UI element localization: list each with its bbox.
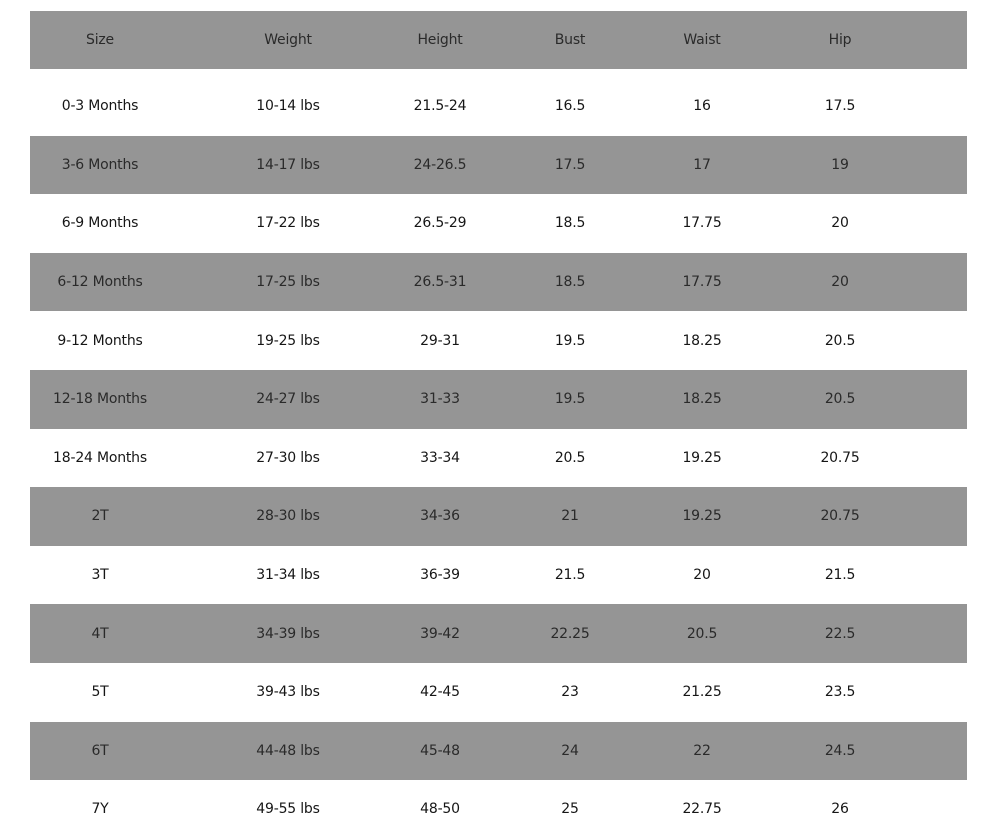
cell-bust: 18.5 bbox=[554, 274, 586, 291]
cell-bust: 22.25 bbox=[550, 625, 590, 642]
table-row: 6-9 Months 17-22 lbs 26.5-29 18.5 17.75 20 bbox=[30, 194, 967, 253]
cell-height: 24-26.5 bbox=[413, 156, 467, 173]
cell-weight: 10-14 lbs bbox=[256, 98, 320, 115]
cell-hip: 20.75 bbox=[820, 449, 860, 466]
cell-waist: 17 bbox=[693, 156, 711, 173]
cell-hip: 20.5 bbox=[824, 332, 856, 349]
table-row: 4T 34-39 lbs 39-42 22.25 20.5 22.5 bbox=[30, 604, 967, 663]
header-size: Size bbox=[86, 32, 114, 48]
header-weight: Weight bbox=[264, 32, 312, 48]
cell-height: 26.5-31 bbox=[413, 274, 467, 291]
table-row: 18-24 Months 27-30 lbs 33-34 20.5 19.25 20.75 bbox=[30, 429, 967, 488]
cell-weight: 17-25 lbs bbox=[256, 274, 320, 291]
cell-height: 21.5-24 bbox=[413, 98, 467, 115]
cell-weight: 14-17 lbs bbox=[256, 156, 320, 173]
cell-size: 3-6 Months bbox=[61, 156, 139, 173]
table-row: 5T 39-43 lbs 42-45 23 21.25 23.5 bbox=[30, 663, 967, 722]
cell-height: 42-45 bbox=[420, 684, 460, 701]
cell-weight: 24-27 lbs bbox=[256, 391, 320, 408]
cell-waist: 19.25 bbox=[682, 449, 722, 466]
cell-bust: 17.5 bbox=[554, 156, 586, 173]
cell-waist: 20.5 bbox=[686, 625, 718, 642]
cell-weight: 27-30 lbs bbox=[256, 449, 320, 466]
table-row: 12-18 Months 24-27 lbs 31-33 19.5 18.25 20.5 bbox=[30, 370, 967, 429]
cell-size: 3T bbox=[91, 567, 109, 584]
cell-size: 6-12 Months bbox=[57, 274, 143, 291]
cell-bust: 20.5 bbox=[554, 449, 586, 466]
cell-hip: 19 bbox=[831, 156, 849, 173]
cell-waist: 19.25 bbox=[682, 508, 722, 525]
cell-weight: 34-39 lbs bbox=[256, 625, 320, 642]
table-row: 6T 44-48 lbs 45-48 24 22 24.5 bbox=[30, 721, 967, 781]
header-height: Height bbox=[417, 32, 463, 48]
cell-bust: 16.5 bbox=[554, 98, 586, 115]
cell-bust: 23 bbox=[561, 684, 579, 701]
cell-height: 26.5-29 bbox=[413, 215, 467, 232]
cell-height: 33-34 bbox=[420, 449, 460, 466]
cell-weight: 19-25 lbs bbox=[256, 332, 320, 349]
cell-waist: 21.25 bbox=[682, 684, 722, 701]
cell-bust: 18.5 bbox=[554, 215, 586, 232]
cell-bust: 25 bbox=[561, 801, 579, 818]
cell-size: 6-9 Months bbox=[61, 215, 139, 232]
table-row: 3T 31-34 lbs 36-39 21.5 20 21.5 bbox=[30, 546, 967, 605]
cell-size: 9-12 Months bbox=[57, 332, 143, 349]
table-row: 2T 28-30 lbs 34-36 21 19.25 20.75 bbox=[30, 487, 967, 546]
table-row: 0-3 Months 10-14 lbs 21.5-24 16.5 16 17.5 bbox=[30, 77, 967, 136]
table-row: 3-6 Months 14-17 lbs 24-26.5 17.5 17 19 bbox=[30, 135, 967, 195]
cell-height: 36-39 bbox=[420, 567, 460, 584]
cell-hip: 17.5 bbox=[824, 98, 856, 115]
cell-size: 12-18 Months bbox=[53, 391, 147, 408]
cell-waist: 17.75 bbox=[682, 215, 722, 232]
cell-bust: 21 bbox=[561, 508, 579, 525]
cell-height: 48-50 bbox=[420, 801, 460, 818]
cell-hip: 20 bbox=[831, 274, 849, 291]
header-bust: Bust bbox=[554, 32, 586, 48]
cell-height: 34-36 bbox=[420, 508, 460, 525]
cell-size: 6T bbox=[91, 742, 109, 759]
cell-weight: 44-48 lbs bbox=[256, 742, 320, 759]
cell-size: 4T bbox=[91, 625, 109, 642]
cell-waist: 18.25 bbox=[682, 332, 722, 349]
cell-size: 7Y bbox=[91, 801, 109, 818]
cell-bust: 19.5 bbox=[554, 332, 586, 349]
cell-waist: 17.75 bbox=[682, 274, 722, 291]
cell-size: 5T bbox=[91, 684, 109, 701]
cell-waist: 22.75 bbox=[682, 801, 722, 818]
cell-waist: 22 bbox=[693, 742, 711, 759]
cell-bust: 24 bbox=[561, 742, 579, 759]
cell-bust: 19.5 bbox=[554, 391, 586, 408]
cell-weight: 17-22 lbs bbox=[256, 215, 320, 232]
table-header-row: Size Weight Height Bust Waist Hip bbox=[30, 11, 967, 69]
cell-height: 45-48 bbox=[420, 742, 460, 759]
cell-size: 0-3 Months bbox=[61, 98, 139, 115]
cell-waist: 18.25 bbox=[682, 391, 722, 408]
cell-waist: 20 bbox=[693, 567, 711, 584]
cell-height: 39-42 bbox=[420, 625, 460, 642]
cell-weight: 28-30 lbs bbox=[256, 508, 320, 525]
table-row: 9-12 Months 19-25 lbs 29-31 19.5 18.25 20.5 bbox=[30, 311, 967, 370]
cell-size: 18-24 Months bbox=[53, 449, 147, 466]
table-row: 6-12 Months 17-25 lbs 26.5-31 18.5 17.75 20 bbox=[30, 252, 967, 312]
cell-hip: 26 bbox=[831, 801, 849, 818]
cell-waist: 16 bbox=[693, 98, 711, 115]
cell-hip: 20.5 bbox=[824, 391, 856, 408]
cell-hip: 20.75 bbox=[820, 508, 860, 525]
cell-size: 2T bbox=[91, 508, 109, 525]
cell-hip: 21.5 bbox=[824, 567, 856, 584]
cell-height: 31-33 bbox=[420, 391, 460, 408]
cell-height: 29-31 bbox=[420, 332, 460, 349]
cell-weight: 49-55 lbs bbox=[256, 801, 320, 818]
table-row: 7Y 49-55 lbs 48-50 25 22.75 26 bbox=[30, 780, 967, 839]
cell-hip: 22.5 bbox=[824, 625, 856, 642]
cell-bust: 21.5 bbox=[554, 567, 586, 584]
cell-hip: 24.5 bbox=[824, 742, 856, 759]
cell-weight: 31-34 lbs bbox=[256, 567, 320, 584]
header-hip: Hip bbox=[828, 32, 852, 48]
header-waist: Waist bbox=[683, 32, 721, 48]
cell-weight: 39-43 lbs bbox=[256, 684, 320, 701]
cell-hip: 23.5 bbox=[824, 684, 856, 701]
cell-hip: 20 bbox=[831, 215, 849, 232]
